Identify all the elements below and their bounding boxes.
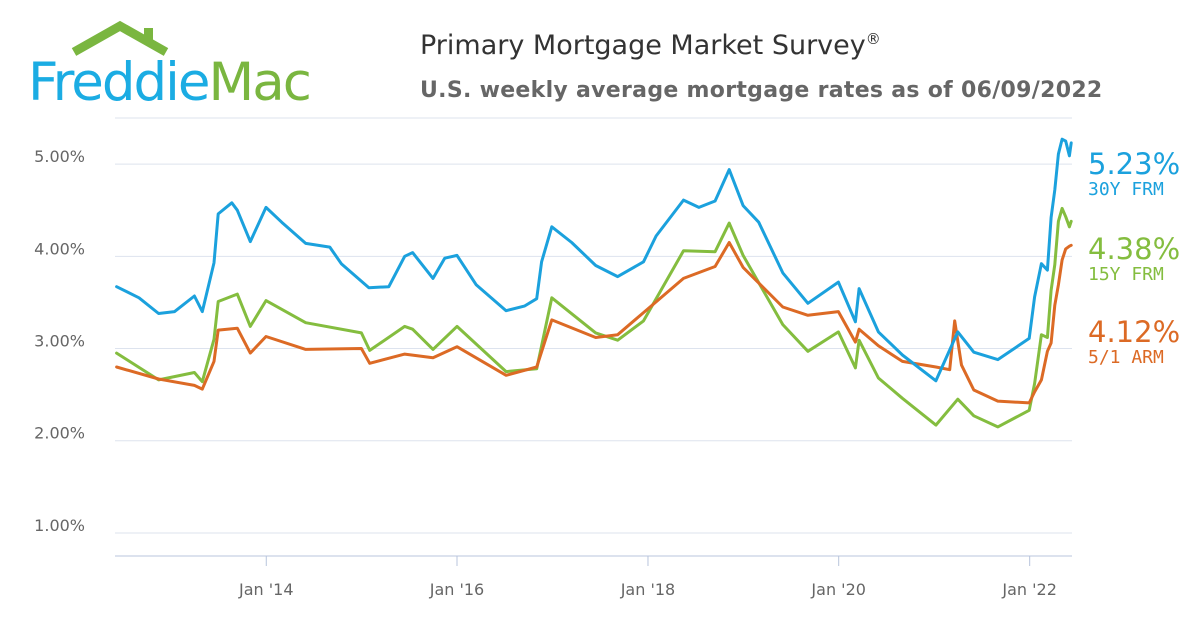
series-latest-rate: 4.12% xyxy=(1088,315,1181,349)
x-tick-label: Jan '18 xyxy=(620,580,676,599)
series-line-frm30 xyxy=(115,137,1073,383)
series-line-frm15 xyxy=(115,206,1073,429)
y-tick-label: 4.00% xyxy=(34,239,85,258)
series-name: 5/1 ARM xyxy=(1088,347,1164,368)
series-label-frm15: 4.38% 15Y FRM xyxy=(1088,235,1180,286)
registered-mark: ® xyxy=(865,30,881,48)
logo-wordmark: FreddieMac xyxy=(28,56,312,109)
chart-title: Primary Mortgage Market Survey® xyxy=(420,30,881,61)
series-latest-rate: 4.38% xyxy=(1088,232,1181,266)
chart-subtitle: U.S. weekly average mortgage rates as of… xyxy=(420,78,1103,103)
chart-title-text: Primary Mortgage Market Survey xyxy=(420,30,866,61)
logo-word-mac: Mac xyxy=(208,52,311,113)
x-tick-label: Jan '14 xyxy=(238,580,294,599)
freddie-mac-logo: FreddieMac xyxy=(28,18,388,109)
y-tick-label: 1.00% xyxy=(34,516,85,535)
x-tick-label: Jan '22 xyxy=(1001,580,1057,599)
series-label-arm51: 4.12% 5/1 ARM xyxy=(1088,318,1180,369)
series-name: 15Y FRM xyxy=(1088,264,1164,285)
x-tick-label: Jan '20 xyxy=(810,580,866,599)
y-tick-label: 2.00% xyxy=(34,424,85,443)
series-label-frm30: 5.23% 30Y FRM xyxy=(1088,150,1180,201)
house-roof-icon xyxy=(71,20,169,56)
y-tick-label: 5.00% xyxy=(34,147,85,166)
x-tick-label: Jan '16 xyxy=(429,580,485,599)
y-tick-label: 3.00% xyxy=(34,332,85,351)
series-name: 30Y FRM xyxy=(1088,179,1164,200)
logo-word-freddie: Freddie xyxy=(28,52,210,113)
series-latest-rate: 5.23% xyxy=(1088,147,1181,181)
series-line-arm51 xyxy=(115,241,1073,405)
